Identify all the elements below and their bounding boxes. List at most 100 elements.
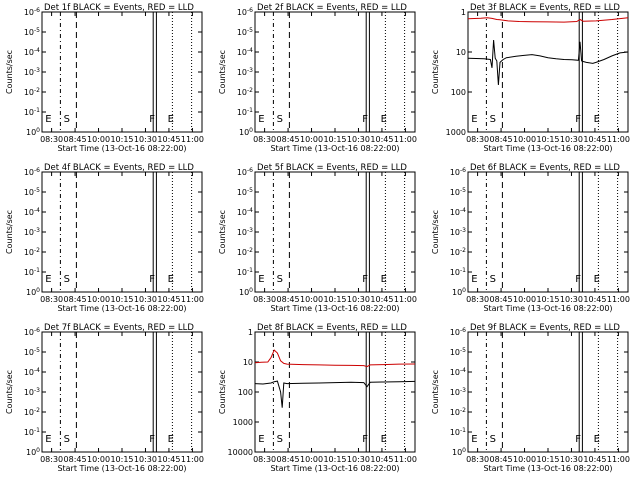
y-tick-label: 10-5 xyxy=(237,187,253,197)
y-tick-label: 100 xyxy=(239,127,253,137)
x-tick-label: 10:45 xyxy=(583,455,606,464)
event-marker: E xyxy=(168,434,174,445)
x-tick-label: 10:30 xyxy=(347,455,370,464)
y-tick-label: 1 xyxy=(461,8,466,17)
event-marker: E xyxy=(594,274,600,285)
y-tick-label: 10-5 xyxy=(24,187,40,197)
y-tick-label: 10-1 xyxy=(237,267,253,277)
x-tick-label: 10:45 xyxy=(370,455,393,464)
x-tick-label: 11:00 xyxy=(181,455,204,464)
x-tick-label: 10:00 xyxy=(87,295,110,304)
x-tick-label: 10:15 xyxy=(536,455,559,464)
x-axis-label: Start Time (13-Oct-16 08:22:00) xyxy=(57,464,186,473)
y-tick-label: 10-4 xyxy=(237,207,253,217)
event-marker: E xyxy=(471,114,477,125)
x-tick-label: 10:00 xyxy=(513,135,536,144)
event-marker: F xyxy=(149,114,155,125)
y-tick-label: 10-1 xyxy=(24,107,40,117)
y-axis-label: Counts/sec xyxy=(5,370,14,414)
x-tick-label: 08:45 xyxy=(277,455,300,464)
y-tick-label: 10-2 xyxy=(237,87,253,97)
y-tick-label: 10-5 xyxy=(24,347,40,357)
series-line xyxy=(467,39,629,86)
x-tick-label: 08:30 xyxy=(253,455,276,464)
x-axis-label: Start Time (13-Oct-16 08:22:00) xyxy=(270,464,399,473)
x-tick-label: 10:00 xyxy=(513,455,536,464)
y-tick-label: 1 xyxy=(248,328,253,337)
x-tick-label: 10:30 xyxy=(560,295,583,304)
panel-det-6f: Det 6f BLACK = Events, RED = LLD 08:30 08:… xyxy=(431,163,630,313)
panel-det-2f: Det 2f BLACK = Events, RED = LLD 08:30 08:… xyxy=(218,3,417,153)
event-marker: E xyxy=(168,274,174,285)
event-marker: F xyxy=(362,434,368,445)
y-tick-label: 100 xyxy=(26,447,40,457)
y-axis-label: Counts/sec xyxy=(5,50,14,94)
event-marker: S xyxy=(64,274,70,285)
x-tick-label: 08:45 xyxy=(64,135,87,144)
y-tick-label: 10-2 xyxy=(450,247,466,257)
y-tick-label: 10-1 xyxy=(24,267,40,277)
event-marker: F xyxy=(575,114,581,125)
y-tick-label: 10-6 xyxy=(450,327,466,337)
x-tick-label: 10:30 xyxy=(560,135,583,144)
y-tick-label: 10-4 xyxy=(450,367,466,377)
y-tick-label: 10-2 xyxy=(450,407,466,417)
y-tick-label: 10 xyxy=(243,358,253,367)
y-tick-label: 10-6 xyxy=(237,167,253,177)
x-tick-label: 10:45 xyxy=(157,295,180,304)
x-tick-label: 10:15 xyxy=(323,455,346,464)
y-tick-label: 10-3 xyxy=(450,387,466,397)
x-tick-label: 10:15 xyxy=(323,135,346,144)
event-marker: F xyxy=(149,434,155,445)
x-tick-label: 08:45 xyxy=(64,295,87,304)
panel-det-1f: Det 1f BLACK = Events, RED = LLD 08:30 08:… xyxy=(5,3,204,153)
y-tick-label: 10-6 xyxy=(450,167,466,177)
y-tick-label: 10-3 xyxy=(24,67,40,77)
panel-title: Det 1f BLACK = Events, RED = LLD xyxy=(44,3,194,13)
x-tick-label: 10:30 xyxy=(134,455,157,464)
y-tick-label: 10-2 xyxy=(24,407,40,417)
y-tick-label: 10-6 xyxy=(237,7,253,17)
x-tick-label: 10:30 xyxy=(347,295,370,304)
event-marker: E xyxy=(471,434,477,445)
y-tick-label: 100 xyxy=(452,287,466,297)
y-tick-label: 1000 xyxy=(446,128,466,137)
y-tick-label: 10-3 xyxy=(450,227,466,237)
x-tick-label: 08:30 xyxy=(40,295,63,304)
event-marker: S xyxy=(277,274,283,285)
x-axis-label: Start Time (13-Oct-16 08:22:00) xyxy=(483,464,612,473)
y-tick-label: 10-5 xyxy=(450,347,466,357)
x-tick-label: 10:15 xyxy=(110,295,133,304)
y-tick-label: 10-2 xyxy=(24,87,40,97)
event-marker: F xyxy=(575,274,581,285)
event-marker: S xyxy=(64,114,70,125)
event-marker: S xyxy=(277,434,283,445)
y-tick-label: 10-6 xyxy=(24,327,40,337)
event-marker: E xyxy=(45,274,51,285)
x-tick-label: 10:15 xyxy=(323,295,346,304)
y-tick-label: 10-6 xyxy=(24,167,40,177)
x-axis-label: Start Time (13-Oct-16 08:22:00) xyxy=(483,144,612,153)
y-axis-label: Counts/sec xyxy=(431,50,440,94)
x-tick-label: 08:30 xyxy=(466,455,489,464)
panel-det-3f: Det 3f BLACK = Events, RED = LLD 08:30 08:… xyxy=(431,3,630,153)
x-tick-label: 08:30 xyxy=(466,135,489,144)
x-tick-label: 10:30 xyxy=(560,455,583,464)
y-tick-label: 100 xyxy=(26,287,40,297)
x-tick-label: 10:30 xyxy=(134,135,157,144)
y-tick-label: 10-1 xyxy=(450,427,466,437)
panel-det-9f: Det 9f BLACK = Events, RED = LLD 08:30 08:… xyxy=(431,323,630,473)
x-tick-label: 11:00 xyxy=(394,135,417,144)
event-marker: E xyxy=(45,114,51,125)
y-tick-label: 10-3 xyxy=(237,67,253,77)
series-line xyxy=(254,380,416,408)
event-marker: E xyxy=(381,274,387,285)
x-tick-label: 08:30 xyxy=(253,295,276,304)
y-tick-label: 10-4 xyxy=(450,207,466,217)
panel-title: Det 9f BLACK = Events, RED = LLD xyxy=(470,323,620,333)
x-tick-label: 11:00 xyxy=(607,135,630,144)
x-tick-label: 10:45 xyxy=(157,455,180,464)
x-tick-label: 10:00 xyxy=(87,455,110,464)
y-tick-label: 10-1 xyxy=(450,267,466,277)
